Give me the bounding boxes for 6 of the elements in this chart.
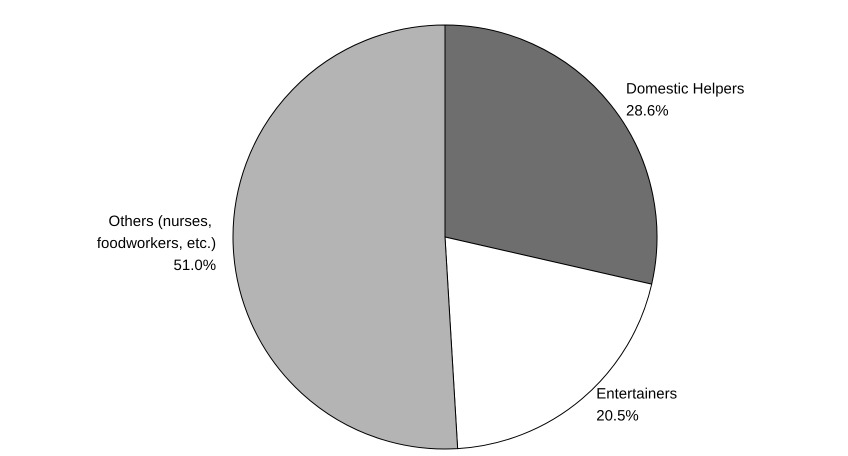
data-label: 28.6%	[626, 102, 669, 120]
data-label: 51.0%	[174, 257, 216, 274]
slice-label: Others (nurses, foodworkers, etc.)	[96, 213, 216, 252]
slice-label: Domestic Helpers	[626, 80, 744, 98]
slice-label: Entertainers	[596, 385, 678, 402]
data-label: 20.5%	[596, 407, 639, 424]
